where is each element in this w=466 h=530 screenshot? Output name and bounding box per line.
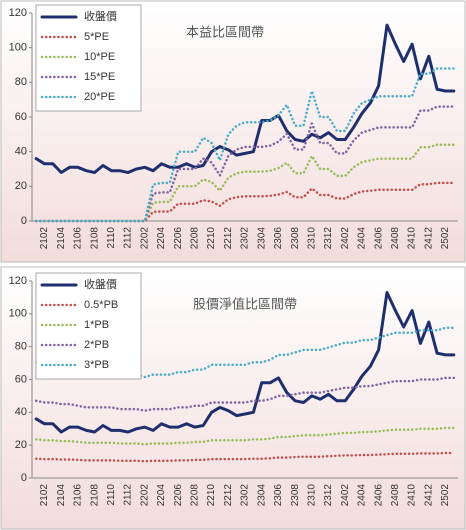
legend-label: 0.5*PB xyxy=(84,299,118,311)
y-tick-label: 20 xyxy=(15,180,27,192)
x-tick-label: 2412 xyxy=(423,484,434,507)
x-tick-label: 2208 xyxy=(190,484,201,507)
x-tick-label: 2106 xyxy=(73,484,84,507)
series-line xyxy=(34,291,456,434)
x-tick-label: 2104 xyxy=(56,484,67,507)
x-tick-label: 2312 xyxy=(323,227,334,250)
y-tick-label: 20 xyxy=(15,439,27,451)
legend-label: 收盤價 xyxy=(84,277,117,291)
x-tick-label: 2404 xyxy=(357,484,368,507)
x-tick-label: 2212 xyxy=(223,484,234,507)
x-tick-label: 2408 xyxy=(390,227,401,250)
legend-label: 20*PE xyxy=(84,91,115,103)
chart-title: 股價淨值比區間帶 xyxy=(193,296,297,311)
x-tick-label: 2404 xyxy=(357,227,368,250)
x-tick-label: 2202 xyxy=(139,484,150,507)
x-tick-label: 2310 xyxy=(306,484,317,507)
chart-title: 本益比區間帶 xyxy=(186,24,264,39)
x-tick-label: 2412 xyxy=(423,227,434,250)
x-tick-label: 2112 xyxy=(123,227,134,249)
x-tick-label: 2102 xyxy=(39,227,50,250)
x-tick-label: 2108 xyxy=(89,484,100,507)
legend-label: 2*PB xyxy=(84,339,109,351)
x-tick-label: 2104 xyxy=(56,227,67,250)
x-tick-label: 2304 xyxy=(256,227,267,250)
x-tick-label: 2310 xyxy=(306,227,317,250)
y-tick-label: 40 xyxy=(15,406,27,418)
legend-label: 收盤價 xyxy=(84,9,117,23)
series-line xyxy=(34,67,456,223)
x-tick-label: 2502 xyxy=(440,227,451,250)
y-tick-label: 40 xyxy=(15,146,27,158)
x-tick-label: 2102 xyxy=(39,484,50,507)
x-tick-label: 2304 xyxy=(256,484,267,507)
legend-box xyxy=(35,4,142,112)
x-tick-label: 2212 xyxy=(223,227,234,250)
x-tick-label: 2402 xyxy=(340,484,351,507)
x-tick-label: 2308 xyxy=(290,227,301,250)
series-line xyxy=(34,451,456,463)
x-tick-label: 2112 xyxy=(123,484,134,506)
y-tick-label: 80 xyxy=(15,76,27,88)
x-tick-label: 2402 xyxy=(340,227,351,250)
legend-label: 15*PE xyxy=(84,71,115,83)
y-tick-label: 80 xyxy=(15,341,27,353)
legend-label: 3*PB xyxy=(84,359,109,371)
y-tick-label: 0 xyxy=(21,215,27,227)
x-tick-label: 2208 xyxy=(190,227,201,250)
series-line xyxy=(34,23,456,174)
x-tick-label: 2110 xyxy=(106,484,117,506)
legend-label: 10*PE xyxy=(84,51,115,63)
y-tick-label: 120 xyxy=(9,275,27,287)
y-tick-label: 100 xyxy=(9,308,27,320)
x-tick-label: 2410 xyxy=(407,484,418,507)
x-tick-label: 2204 xyxy=(156,227,167,250)
x-tick-label: 2206 xyxy=(173,484,184,507)
x-tick-label: 2306 xyxy=(273,227,284,250)
y-tick-label: 100 xyxy=(9,42,27,54)
x-tick-label: 2210 xyxy=(206,227,217,250)
x-tick-label: 2406 xyxy=(373,227,384,250)
x-tick-label: 2302 xyxy=(240,484,251,507)
x-tick-label: 2406 xyxy=(373,484,384,507)
x-tick-label: 2410 xyxy=(407,227,418,250)
legend-label: 1*PB xyxy=(84,319,109,331)
x-tick-label: 2502 xyxy=(440,484,451,507)
x-tick-label: 2408 xyxy=(390,484,401,507)
x-tick-label: 2210 xyxy=(206,484,217,507)
x-tick-label: 2202 xyxy=(139,227,150,250)
x-tick-label: 2206 xyxy=(173,227,184,250)
x-tick-label: 2306 xyxy=(273,484,284,507)
x-tick-label: 2108 xyxy=(89,227,100,250)
series-line xyxy=(34,376,456,412)
series-line xyxy=(34,426,456,446)
y-tick-label: 120 xyxy=(9,7,27,19)
x-tick-label: 2204 xyxy=(156,484,167,507)
y-tick-label: 0 xyxy=(21,472,27,484)
y-tick-label: 60 xyxy=(15,373,27,385)
x-tick-label: 2308 xyxy=(290,484,301,507)
y-tick-label: 60 xyxy=(15,111,27,123)
x-tick-label: 2302 xyxy=(240,227,251,250)
legend-label: 5*PE xyxy=(84,31,109,43)
legend-box xyxy=(35,272,142,380)
x-tick-label: 2110 xyxy=(106,227,117,249)
x-tick-label: 2106 xyxy=(73,227,84,250)
x-tick-label: 2312 xyxy=(323,484,334,507)
